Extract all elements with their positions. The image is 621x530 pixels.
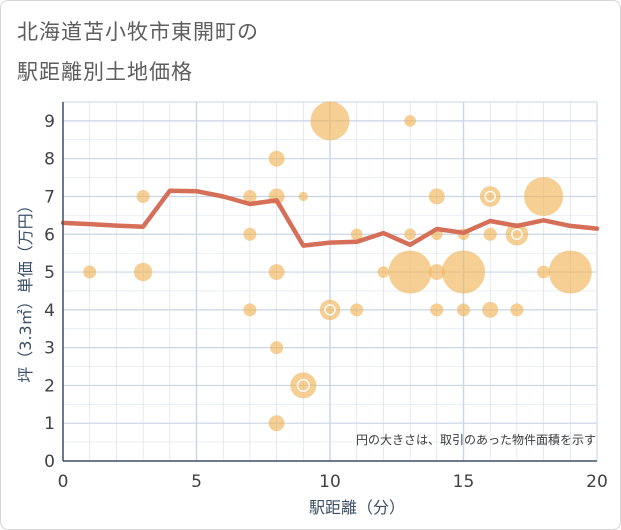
data-bubble (270, 341, 284, 355)
y-tick-label: 0 (44, 452, 55, 472)
data-bubble (404, 115, 416, 127)
data-bubble (268, 150, 285, 167)
data-bubble (136, 189, 150, 203)
bubble-ring (484, 190, 496, 203)
grid-lines (62, 101, 598, 462)
x-tick-label: 10 (319, 472, 341, 492)
y-axis-title: 坪（3.3㎡）単価（万円） (16, 197, 35, 382)
data-bubble (310, 101, 350, 141)
data-bubble (268, 415, 285, 432)
chart-title-line-2: 駅距離別土地価格 (17, 60, 193, 84)
x-tick-label: 0 (58, 472, 69, 492)
axes (62, 102, 597, 462)
data-bubble (319, 299, 341, 321)
data-bubble (133, 262, 153, 282)
y-tick-label: 7 (44, 187, 55, 207)
y-tick-label: 8 (44, 150, 55, 170)
data-bubble (350, 303, 364, 317)
data-bubble (441, 250, 486, 294)
data-bubble (290, 372, 317, 399)
y-tick-label: 5 (44, 263, 55, 283)
data-bubble (430, 303, 444, 317)
bubble-ring (511, 228, 523, 241)
data-bubble (404, 228, 416, 241)
x-tick-label: 5 (191, 472, 202, 492)
data-bubble (482, 301, 499, 318)
bubble-series (83, 101, 592, 432)
y-tick-label: 9 (44, 112, 55, 132)
data-bubble (537, 265, 551, 279)
data-bubble (510, 303, 524, 317)
y-tick-label: 2 (44, 376, 55, 396)
y-tick-label: 4 (44, 301, 55, 321)
data-bubble (268, 264, 285, 281)
bubble-ring (296, 378, 310, 393)
data-bubble (388, 250, 432, 294)
average-price-line (60, 188, 600, 248)
tick-labels: 0 1 2 3 4 5 6 7 8 9 0 5 10 15 20 (44, 112, 608, 492)
y-tick-label: 1 (44, 414, 55, 434)
chart-title-line-1: 北海道苫小牧市東開町の (17, 20, 259, 44)
data-bubble (479, 186, 501, 207)
data-bubble (243, 227, 257, 241)
data-bubble (243, 303, 257, 317)
data-bubble (350, 228, 363, 241)
x-tick-label: 15 (453, 472, 475, 492)
bubble-size-note: 円の大きさは、取引のあった物件面積を示す (356, 432, 596, 447)
data-bubble (298, 191, 308, 202)
data-bubble (505, 223, 529, 246)
data-bubble (428, 188, 445, 205)
data-bubble (483, 227, 497, 241)
data-bubble (243, 189, 257, 203)
y-tick-label: 6 (44, 225, 55, 245)
bubble-ring (324, 304, 336, 316)
data-bubble (548, 250, 592, 294)
x-tick-label: 20 (586, 472, 608, 492)
data-bubble (457, 303, 470, 317)
data-bubble (524, 176, 564, 216)
average-line-series (60, 188, 600, 248)
x-axis-title: 駅距離（分） (309, 498, 405, 517)
y-tick-label: 3 (44, 339, 55, 359)
data-bubble (428, 264, 445, 281)
data-bubble (377, 266, 390, 278)
data-bubble (83, 265, 97, 279)
